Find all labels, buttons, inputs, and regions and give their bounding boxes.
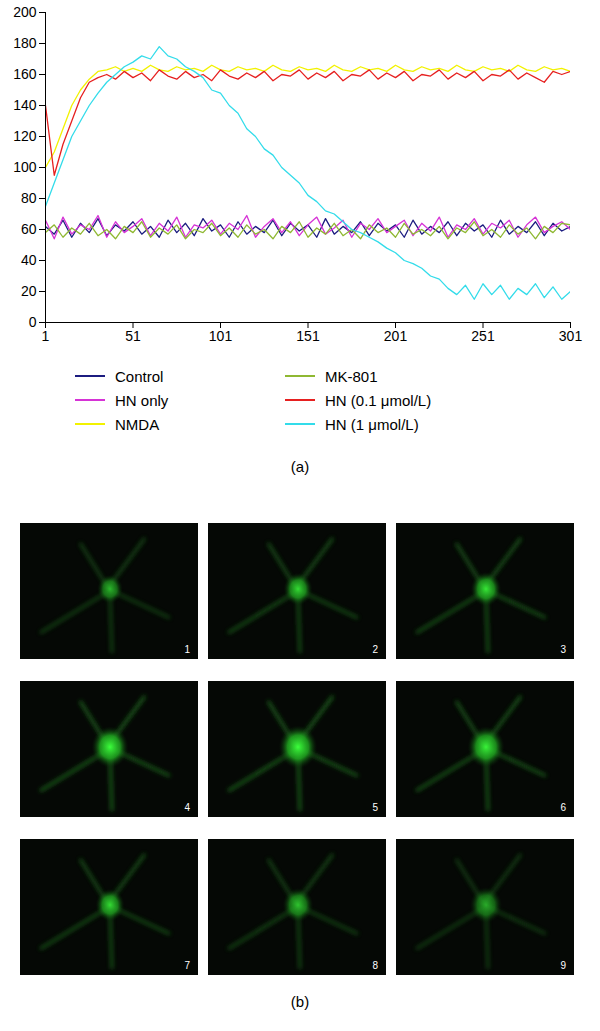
svg-text:1: 1 xyxy=(184,644,190,655)
svg-text:201: 201 xyxy=(384,328,408,344)
svg-text:51: 51 xyxy=(125,328,141,344)
svg-text:101: 101 xyxy=(209,328,233,344)
svg-text:251: 251 xyxy=(471,328,495,344)
svg-text:301: 301 xyxy=(559,328,583,344)
html-text:Control: Control xyxy=(115,367,164,385)
html-text:MK-801: MK-801 xyxy=(325,367,378,385)
svg-text:6: 6 xyxy=(560,802,566,813)
html-text:(b): (b) xyxy=(290,993,310,1010)
svg-text:60: 60 xyxy=(21,221,37,237)
svg-text:160: 160 xyxy=(13,66,37,82)
html-text:HN (1 μmol/L): HN (1 μmol/L) xyxy=(325,415,419,433)
svg-text:5: 5 xyxy=(372,802,378,813)
svg-text:120: 120 xyxy=(13,128,37,144)
svg-text:100: 100 xyxy=(13,159,37,175)
svg-text:9: 9 xyxy=(560,960,566,971)
svg-text:2: 2 xyxy=(372,644,378,655)
svg-text:8: 8 xyxy=(372,960,378,971)
svg-text:1: 1 xyxy=(42,328,50,344)
svg-text:7: 7 xyxy=(184,960,190,971)
svg-text:20: 20 xyxy=(21,283,37,299)
svg-text:200: 200 xyxy=(13,4,37,20)
svg-text:40: 40 xyxy=(21,252,37,268)
svg-text:80: 80 xyxy=(21,190,37,206)
svg-text:180: 180 xyxy=(13,35,37,51)
html-text:(a): (a) xyxy=(290,458,310,475)
svg-text:3: 3 xyxy=(560,644,566,655)
svg-text:0: 0 xyxy=(29,314,37,330)
html-text:HN only: HN only xyxy=(115,391,169,409)
html-text:NMDA: NMDA xyxy=(115,415,160,433)
html-text:HN (0.1 μmol/L): HN (0.1 μmol/L) xyxy=(325,391,432,409)
svg-text:151: 151 xyxy=(296,328,320,344)
svg-text:4: 4 xyxy=(184,802,190,813)
svg-text:140: 140 xyxy=(13,97,37,113)
